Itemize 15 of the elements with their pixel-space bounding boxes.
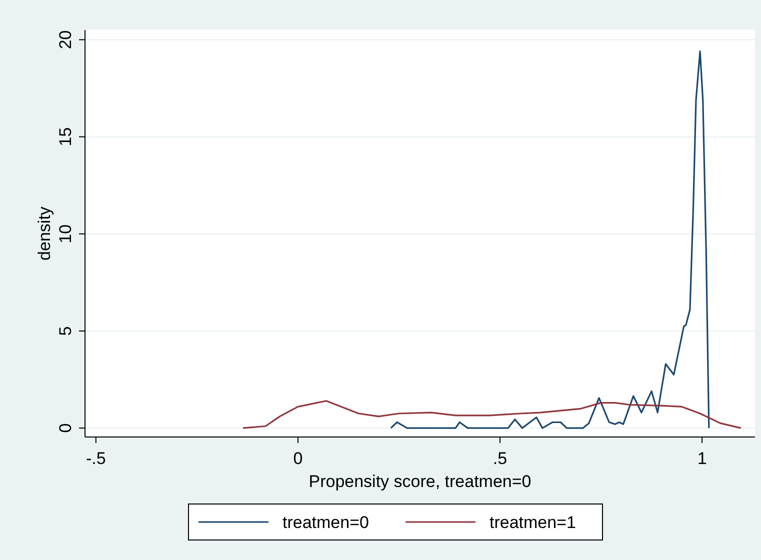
x-tick-label: -.5: [86, 449, 106, 468]
x-axis-title: Propensity score, treatmen=0: [308, 472, 532, 491]
y-tick-label: 5: [56, 326, 75, 336]
x-tick-label: .5: [492, 449, 508, 468]
y-tick-label: 0: [56, 423, 75, 433]
y-axis-title: density: [35, 206, 54, 260]
x-tick-label: 1: [697, 449, 707, 468]
line-series: [390, 50, 710, 429]
line-series: [242, 400, 742, 429]
y-tick-label: 15: [56, 127, 75, 146]
y-tick-label: 20: [56, 30, 75, 50]
legend-label: treatmen=0: [282, 513, 369, 532]
x-tick-label: 0: [293, 449, 303, 468]
legend-label: treatmen=1: [490, 513, 576, 532]
y-tick-label: 10: [56, 224, 75, 244]
